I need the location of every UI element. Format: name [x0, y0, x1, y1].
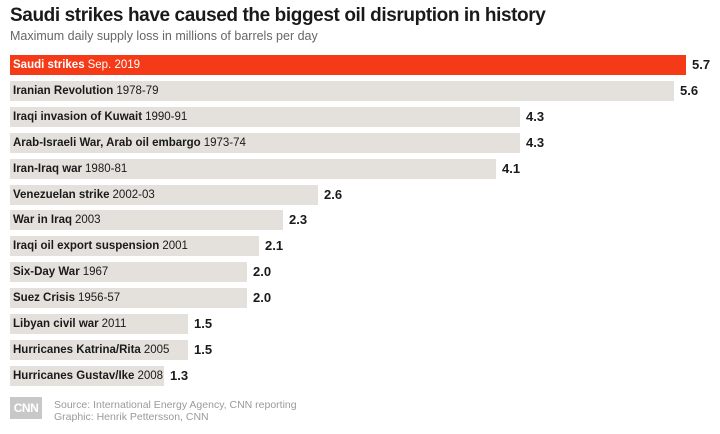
- bar-row: Libyan civil war 2011 1.5: [10, 314, 228, 334]
- category-period: 2002-03: [112, 189, 155, 201]
- value-label: 4.1: [502, 161, 521, 176]
- bar-label: Suez Crisis 1956-57: [13, 288, 120, 308]
- bar-row: Iranian Revolution 1978-79 5.6: [10, 81, 714, 101]
- category-period: 2003: [75, 214, 101, 226]
- category-period: 2001: [162, 240, 188, 252]
- value-label: 1.5: [194, 316, 213, 331]
- bar: [10, 81, 674, 101]
- bar-row: Iran-Iraq war 1980-81 4.1: [10, 159, 536, 179]
- source-note: Source: International Energy Agency, CNN…: [54, 399, 297, 423]
- value-label: 1.3: [170, 368, 189, 383]
- bar-label: Arab-Israeli War, Arab oil embargo 1973-7…: [13, 133, 246, 153]
- bar: [10, 210, 283, 230]
- bar: [10, 262, 247, 282]
- category-period: 1980-81: [85, 163, 128, 175]
- category-name: Saudi strikes: [13, 59, 85, 71]
- category-name: Venezuelan strike: [13, 189, 110, 201]
- bar-label: Saudi strikes Sep. 2019: [13, 55, 140, 75]
- category-name: Hurricanes Gustav/Ike: [13, 370, 135, 382]
- category-name: Iranian Revolution: [13, 85, 114, 97]
- category-name: Six-Day War: [13, 266, 80, 278]
- value-label: 2.0: [253, 264, 272, 279]
- bar: [10, 366, 164, 386]
- value-label: 1.5: [194, 342, 213, 357]
- category-name: Iran-Iraq war: [13, 163, 83, 175]
- bar-label: Libyan civil war 2011: [13, 314, 126, 334]
- category-period: 1978-79: [116, 85, 159, 97]
- bar-row: Suez Crisis 1956-57 2.0: [10, 288, 287, 308]
- category-period: 2011: [101, 318, 127, 330]
- category-name: Libyan civil war: [13, 318, 99, 330]
- bar-label: Iraqi oil export suspension 2001: [13, 236, 188, 256]
- cnn-logo: CNN: [10, 397, 42, 419]
- bar-row: Iraqi invasion of Kuwait 1990-91 4.3: [10, 107, 560, 127]
- chart-title: Saudi strikes have caused the biggest oi…: [10, 5, 546, 26]
- bar: [10, 236, 259, 256]
- category-name: War in Iraq: [13, 214, 72, 226]
- bar-label: Venezuelan strike 2002-03: [13, 185, 155, 205]
- bar-label: Iraqi invasion of Kuwait 1990-91: [13, 107, 187, 127]
- value-label: 2.1: [265, 238, 284, 253]
- bar: [10, 133, 520, 153]
- category-period: 1956-57: [78, 292, 121, 304]
- category-period: 1967: [82, 266, 109, 278]
- bar-row: War in Iraq 2003 2.3: [10, 210, 323, 230]
- bar-row: Hurricanes Gustav/Ike 2008 1.3: [10, 366, 204, 386]
- category-period: 2008: [137, 370, 164, 382]
- bar: [10, 185, 318, 205]
- bar: [10, 314, 188, 334]
- value-label: 5.7: [692, 57, 711, 72]
- value-label: 4.3: [526, 135, 545, 150]
- graphic-credit-line: Graphic: Henrik Pettersson, CNN: [54, 411, 209, 423]
- category-period: 1990-91: [145, 111, 188, 123]
- bar-label: Hurricanes Katrina/Rita 2005: [13, 340, 169, 360]
- category-period: Sep. 2019: [87, 59, 141, 71]
- category-period: 2005: [143, 344, 170, 356]
- category-name: Iraqi invasion of Kuwait: [13, 111, 143, 123]
- category-name: Iraqi oil export suspension: [13, 240, 160, 252]
- chart-subtitle: Maximum daily supply loss in millions of…: [10, 29, 318, 43]
- bar: [10, 55, 686, 75]
- bar-row: Iraqi oil export suspension 2001 2.1: [10, 236, 299, 256]
- value-label: 5.6: [680, 83, 699, 98]
- bar: [10, 107, 520, 127]
- value-label: 4.3: [526, 109, 545, 124]
- bar-label: Iran-Iraq war 1980-81: [13, 159, 127, 179]
- bar-row: Venezuelan strike 2002-03 2.6: [10, 185, 358, 205]
- value-label: 2.3: [289, 212, 308, 227]
- value-label: 2.6: [324, 187, 343, 202]
- category-name: Arab-Israeli War, Arab oil embargo: [13, 137, 201, 149]
- bar-label: Iranian Revolution 1978-79: [13, 81, 159, 101]
- bar-label: War in Iraq 2003: [13, 210, 101, 230]
- value-label: 2.0: [253, 290, 272, 305]
- bar-row: Arab-Israeli War, Arab oil embargo 1973-7…: [10, 133, 560, 153]
- bar-label: Six-Day War 1967: [13, 262, 108, 282]
- bar-row: Saudi strikes Sep. 2019 5.7: [10, 55, 720, 75]
- category-name: Hurricanes Katrina/Rita: [13, 344, 141, 356]
- source-line: Source: International Energy Agency, CNN…: [54, 399, 297, 411]
- bar-label: Hurricanes Gustav/Ike 2008: [13, 366, 163, 386]
- category-name: Suez Crisis: [13, 292, 75, 304]
- bar: [10, 159, 496, 179]
- bar-row: Hurricanes Katrina/Rita 2005 1.5: [10, 340, 228, 360]
- bar-row: Six-Day War 1967 2.0: [10, 262, 287, 282]
- category-period: 1973-74: [203, 137, 246, 149]
- bar: [10, 340, 188, 360]
- bar: [10, 288, 247, 308]
